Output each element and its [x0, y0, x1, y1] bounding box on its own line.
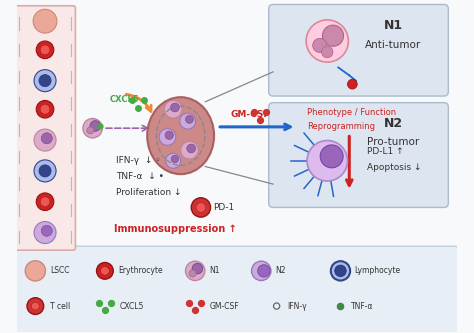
Point [96, 123, 103, 128]
Text: TNF-α: TNF-α [351, 302, 373, 311]
Text: Erythrocyte: Erythrocyte [118, 266, 163, 275]
Text: Immunosuppression ↑: Immunosuppression ↑ [114, 224, 237, 234]
Circle shape [189, 270, 196, 277]
Point [250, 110, 258, 115]
Circle shape [196, 202, 206, 212]
Text: LSCC: LSCC [50, 266, 70, 275]
Circle shape [36, 193, 54, 210]
Circle shape [192, 263, 203, 274]
Circle shape [165, 131, 173, 140]
Circle shape [39, 165, 51, 177]
Circle shape [27, 298, 44, 314]
Circle shape [306, 20, 348, 62]
Text: Anti-tumor: Anti-tumor [365, 40, 421, 50]
Text: GM-CSF: GM-CSF [210, 302, 239, 311]
FancyBboxPatch shape [269, 4, 448, 96]
Text: IFN-γ  ↓ ◦: IFN-γ ↓ ◦ [116, 156, 160, 165]
Circle shape [171, 103, 179, 112]
Circle shape [321, 46, 333, 58]
Text: Reprogramming: Reprogramming [308, 122, 375, 131]
Circle shape [34, 160, 56, 182]
Circle shape [313, 38, 327, 53]
Text: N1: N1 [384, 19, 403, 32]
Point [128, 97, 136, 103]
Ellipse shape [147, 97, 214, 174]
Text: Phenotype / Function: Phenotype / Function [308, 108, 397, 117]
Circle shape [97, 262, 113, 279]
Text: N2: N2 [384, 117, 403, 130]
Circle shape [36, 101, 54, 118]
Point [134, 105, 142, 111]
Text: TNF-α  ↓ •: TNF-α ↓ • [116, 172, 164, 181]
Point [256, 118, 264, 123]
Circle shape [39, 75, 51, 87]
Circle shape [40, 45, 50, 55]
Circle shape [181, 142, 198, 159]
Point [337, 303, 344, 309]
Circle shape [34, 129, 56, 151]
Circle shape [185, 116, 193, 123]
Circle shape [34, 70, 56, 92]
Circle shape [185, 261, 205, 280]
Text: PD-1: PD-1 [213, 203, 235, 212]
Text: T cell: T cell [50, 302, 70, 311]
Circle shape [41, 225, 52, 236]
Circle shape [307, 141, 347, 181]
Text: CXCL5: CXCL5 [109, 95, 139, 104]
Circle shape [83, 119, 102, 138]
Circle shape [40, 105, 50, 114]
Circle shape [171, 155, 179, 163]
Circle shape [252, 261, 271, 280]
Text: Lymphocyte: Lymphocyte [355, 266, 401, 275]
FancyBboxPatch shape [15, 6, 75, 250]
Circle shape [322, 25, 344, 46]
Point [191, 308, 199, 313]
Point [262, 110, 269, 115]
Circle shape [320, 145, 343, 168]
Text: CXCL5: CXCL5 [119, 302, 144, 311]
Point [186, 300, 193, 305]
Circle shape [258, 265, 270, 277]
Point [197, 300, 205, 305]
FancyBboxPatch shape [269, 103, 448, 207]
Circle shape [100, 266, 109, 275]
Circle shape [34, 221, 56, 243]
Circle shape [191, 198, 210, 217]
Circle shape [87, 127, 94, 134]
Circle shape [25, 261, 46, 281]
Circle shape [40, 197, 50, 206]
Text: N2: N2 [275, 266, 286, 275]
Text: Pro-tumor: Pro-tumor [367, 137, 419, 147]
Circle shape [187, 144, 196, 153]
Circle shape [41, 133, 52, 144]
Point [107, 300, 114, 305]
Text: IFN-γ: IFN-γ [287, 302, 306, 311]
Circle shape [33, 9, 57, 33]
Circle shape [90, 121, 100, 131]
Circle shape [159, 129, 176, 146]
Circle shape [347, 79, 357, 89]
Text: N1: N1 [209, 266, 220, 275]
Circle shape [36, 41, 54, 59]
Circle shape [166, 153, 181, 168]
Circle shape [31, 302, 39, 310]
Text: Proliferation ↓: Proliferation ↓ [116, 188, 182, 197]
Text: PD-L1 ↑: PD-L1 ↑ [367, 147, 403, 156]
Text: GM-CSF: GM-CSF [230, 110, 270, 119]
Point [140, 97, 147, 103]
Point [101, 308, 109, 313]
FancyBboxPatch shape [15, 246, 458, 333]
Circle shape [180, 113, 196, 129]
Text: Apoptosis ↓: Apoptosis ↓ [367, 163, 421, 172]
Point [95, 300, 103, 305]
Circle shape [331, 261, 350, 280]
Point [273, 303, 281, 309]
Circle shape [335, 265, 346, 277]
Circle shape [164, 101, 182, 118]
